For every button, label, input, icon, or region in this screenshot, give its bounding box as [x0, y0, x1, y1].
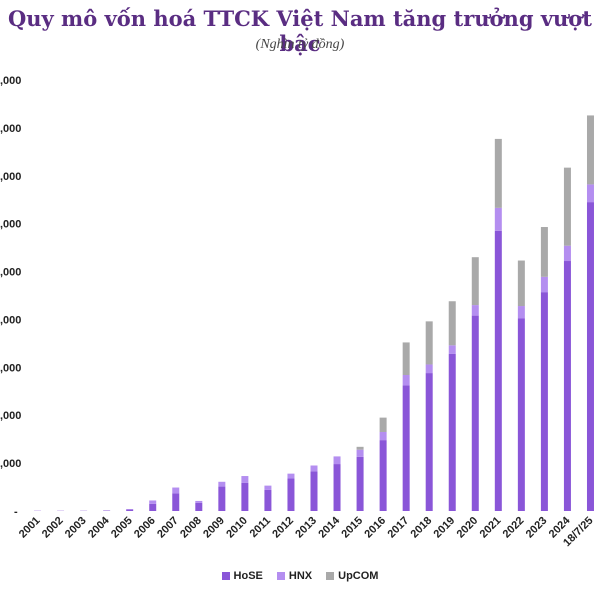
x-tick-label: 2009 — [201, 515, 227, 541]
bar-hnx-2021 — [494, 207, 502, 231]
bar-upcom-2021 — [494, 138, 502, 208]
x-tick-label: 2006 — [132, 515, 158, 541]
x-tick-label: 2016 — [362, 515, 388, 541]
y-tick-label: ,000 — [0, 219, 21, 231]
bar-hose-2020 — [471, 315, 479, 511]
bar-hnx-2009 — [218, 481, 226, 487]
x-tick-label: 2001 — [17, 515, 43, 541]
bar-hose-2017 — [402, 385, 410, 511]
x-tick-label: 2021 — [478, 515, 504, 541]
bar-hnx-2014 — [333, 456, 341, 465]
bar-upcom-2020 — [471, 257, 479, 306]
bar-hnx-2015 — [356, 449, 364, 457]
bar-hnx-2017 — [402, 374, 410, 386]
bar-hnx-2012 — [287, 473, 295, 479]
y-tick-label: ,000 — [0, 171, 21, 183]
bar-hnx-2008 — [195, 500, 203, 503]
bar-hose-2018 — [425, 373, 433, 511]
bar-hose-2013 — [310, 471, 318, 511]
bar-hose-2021 — [494, 230, 502, 511]
bar-upcom-2024 — [563, 167, 571, 246]
x-tick-label: 2013 — [293, 515, 319, 541]
y-tick-label: - — [14, 506, 18, 518]
legend-label-upcom: UpCOM — [338, 570, 379, 582]
bar-upcom-2015 — [356, 446, 364, 450]
bar-hose-2024 — [563, 261, 571, 511]
legend-item-hnx: HNX — [276, 570, 313, 582]
x-tick-label: 2011 — [248, 515, 273, 540]
bar-hose-2007 — [172, 493, 180, 511]
legend-label-hnx: HNX — [288, 570, 313, 582]
legend-item-hose: HoSE — [221, 570, 263, 582]
legend-label-hose: HoSE — [233, 570, 263, 582]
x-tick-label: 2014 — [316, 514, 342, 540]
y-tick-label: ,000 — [0, 314, 21, 326]
y-tick-label: ,000 — [0, 75, 21, 87]
bar-hose-2011 — [264, 489, 272, 511]
x-tick-label: 2012 — [270, 515, 296, 541]
bar-hnx-2007 — [172, 487, 180, 494]
legend-swatch-hose — [221, 572, 230, 580]
bar-hose-2012 — [287, 478, 295, 511]
bar-hnx-2024 — [563, 245, 571, 262]
x-tick-label: 2005 — [109, 515, 135, 541]
x-tick-label: 2018 — [409, 515, 435, 541]
bar-hose-2023 — [540, 292, 548, 511]
bar-hose-2009 — [218, 486, 226, 511]
y-tick-label: ,000 — [0, 362, 21, 374]
bar-hose-2015 — [356, 456, 364, 511]
chart-subtitle: (Nghìn tỷ đồng) — [255, 37, 345, 52]
bar-hose-2006 — [149, 503, 157, 511]
bar-hose-18/7/25 — [586, 202, 594, 511]
bar-hose-2005 — [126, 509, 134, 511]
bar-hose-2008 — [195, 502, 203, 511]
bar-hnx-2022 — [517, 306, 525, 319]
bar-hose-2019 — [448, 353, 456, 511]
bar-hose-2022 — [517, 318, 525, 511]
y-tick-label: ,000 — [0, 458, 21, 470]
y-tick-label: ,000 — [0, 267, 21, 279]
legend-item-upcom: UpCOM — [326, 570, 378, 582]
bar-hnx-18/7/25 — [586, 184, 594, 203]
bar-hnx-2023 — [540, 276, 548, 293]
x-tick-label: 2020 — [455, 515, 481, 541]
bar-hose-2014 — [333, 464, 341, 511]
x-tick-label: 2022 — [501, 515, 527, 541]
x-tick-label: 2002 — [40, 515, 66, 541]
bar-upcom-2017 — [402, 342, 410, 375]
bar-hose-2010 — [241, 482, 249, 511]
bar-hose-2016 — [379, 440, 387, 511]
x-tick-label: 2008 — [178, 515, 204, 541]
bar-hnx-2006 — [149, 500, 157, 504]
x-tick-label: 2023 — [524, 515, 550, 541]
chart-legend: HoSE HNX UpCOM — [0, 570, 600, 582]
bar-upcom-2016 — [379, 417, 387, 432]
x-tick-label: 2003 — [63, 515, 89, 541]
x-tick-label: 2015 — [339, 515, 365, 541]
bar-upcom-2023 — [540, 227, 548, 277]
x-tick-label: 2010 — [224, 515, 250, 541]
legend-swatch-hnx — [276, 572, 285, 580]
bar-hnx-2011 — [264, 485, 272, 490]
bar-upcom-2022 — [517, 260, 525, 307]
bar-hnx-2020 — [471, 305, 479, 316]
x-tick-label: 2007 — [155, 515, 181, 541]
y-tick-label: ,000 — [0, 123, 21, 135]
bar-hnx-2016 — [379, 431, 387, 441]
x-tick-label: 2017 — [385, 515, 411, 541]
legend-swatch-upcom — [326, 572, 335, 580]
x-tick-label: 2019 — [432, 515, 458, 541]
bar-upcom-2018 — [425, 321, 433, 365]
bar-hnx-2010 — [241, 476, 249, 483]
x-tick-label: 2004 — [86, 514, 112, 540]
chart-title: Quy mô vốn hoá TTCK Việt Nam tăng trưởng… — [7, 6, 593, 56]
y-tick-label: ,000 — [0, 410, 21, 422]
bar-hnx-2019 — [448, 345, 456, 354]
bar-upcom-2019 — [448, 301, 456, 346]
bar-hnx-2018 — [425, 364, 433, 374]
bar-upcom-18/7/25 — [586, 115, 594, 185]
bar-hnx-2013 — [310, 465, 318, 472]
